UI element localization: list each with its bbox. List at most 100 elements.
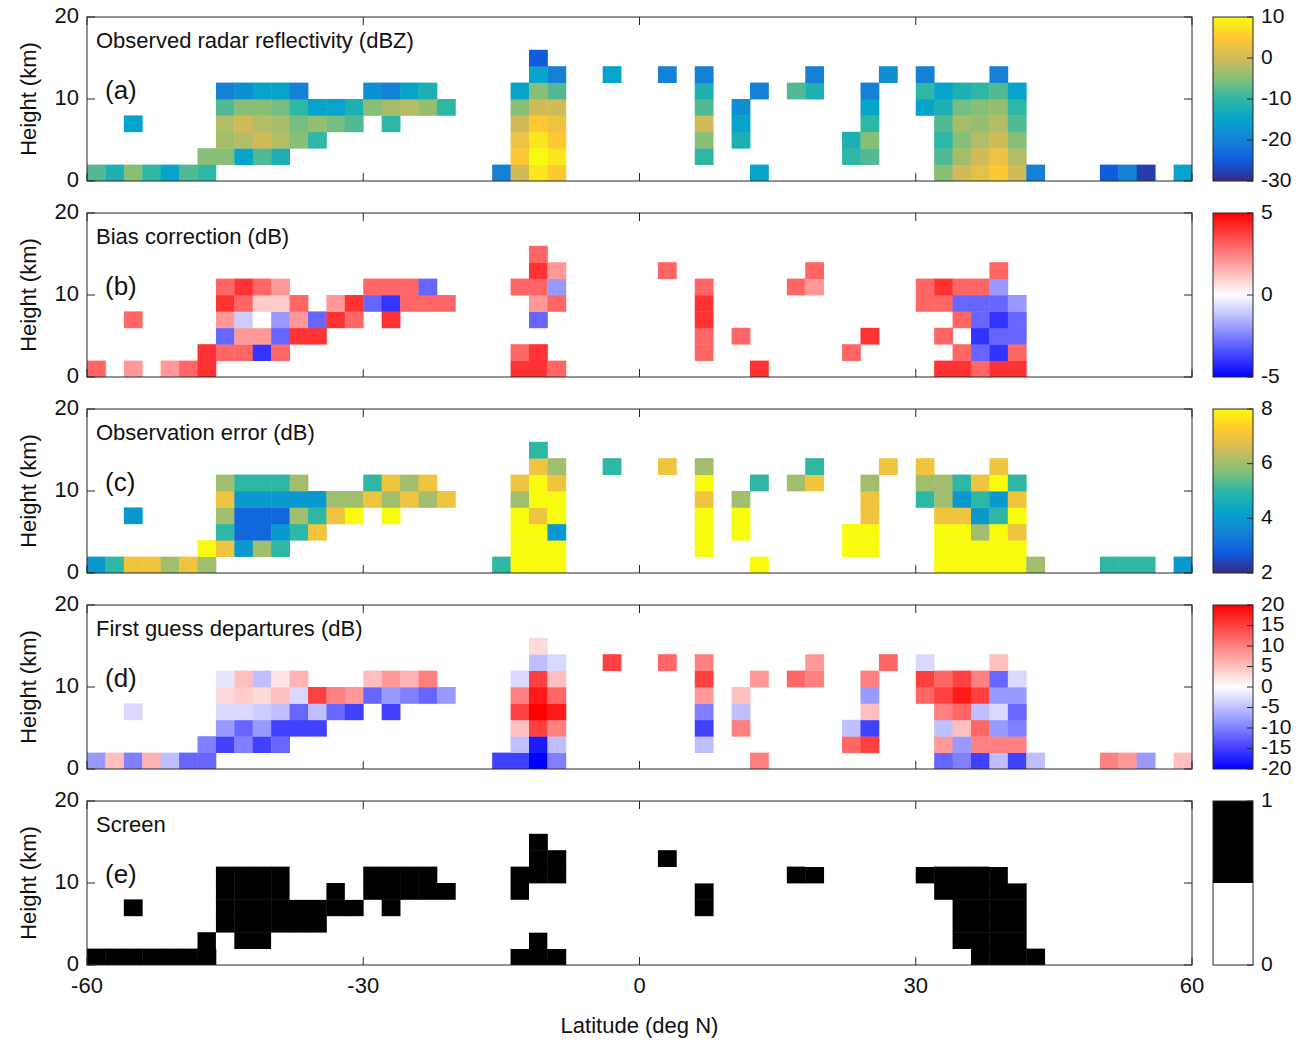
cell xyxy=(161,557,180,573)
panel-letter: (d) xyxy=(105,663,137,693)
colorbar-tick xyxy=(1247,573,1253,574)
cell xyxy=(529,540,548,557)
cell xyxy=(953,99,972,116)
cell xyxy=(547,524,566,541)
plot-background xyxy=(87,801,1192,965)
cell xyxy=(253,328,272,345)
cell xyxy=(971,99,990,116)
cell xyxy=(934,703,953,720)
cell xyxy=(363,671,382,688)
panel-title: Observed radar reflectivity (dBZ) xyxy=(96,28,414,53)
cell xyxy=(934,507,953,524)
y-axis-title: Height (km) xyxy=(16,630,41,744)
cell xyxy=(529,99,548,116)
cell xyxy=(345,295,364,312)
colorbar-frame xyxy=(1213,605,1253,769)
cell xyxy=(842,132,861,149)
cell xyxy=(529,279,548,296)
cell xyxy=(529,687,548,704)
y-tick-label: 0 xyxy=(67,559,79,584)
cell xyxy=(971,148,990,165)
cell xyxy=(290,720,309,737)
cell xyxy=(547,932,566,949)
cell xyxy=(382,83,401,100)
cell xyxy=(511,540,530,557)
cell xyxy=(934,115,953,132)
y-tick xyxy=(87,883,95,884)
cell xyxy=(419,867,438,884)
cell xyxy=(879,458,898,475)
cell xyxy=(953,736,972,753)
cell xyxy=(529,654,548,671)
cell xyxy=(1137,753,1156,769)
cell xyxy=(805,458,824,475)
cell xyxy=(547,703,566,720)
cell xyxy=(105,753,124,769)
cell xyxy=(547,165,566,181)
cell xyxy=(511,736,530,753)
colorbar-tick xyxy=(1247,58,1253,59)
x-tick xyxy=(639,409,640,417)
cell xyxy=(879,850,898,867)
cell xyxy=(1118,753,1137,769)
cell xyxy=(271,671,290,688)
cell xyxy=(971,540,990,557)
cell xyxy=(547,475,566,492)
cell xyxy=(1100,753,1119,769)
cell xyxy=(511,115,530,132)
cell xyxy=(529,148,548,165)
cell xyxy=(271,916,290,933)
cell xyxy=(971,932,990,949)
cell xyxy=(934,99,953,116)
cell xyxy=(971,720,990,737)
cell xyxy=(511,867,530,884)
cell xyxy=(934,83,953,100)
colorbar-tick xyxy=(1247,707,1253,708)
cell xyxy=(511,703,530,720)
cell xyxy=(658,458,677,475)
cell xyxy=(511,671,530,688)
cell xyxy=(750,671,769,688)
cell xyxy=(529,344,548,361)
cell xyxy=(142,165,161,181)
colorbar-frame xyxy=(1213,801,1253,965)
cell xyxy=(547,883,566,900)
cell xyxy=(290,687,309,704)
cell xyxy=(511,753,530,769)
cell xyxy=(971,949,990,965)
cell xyxy=(105,165,124,181)
plot-background xyxy=(87,17,1192,181)
cell xyxy=(732,899,751,916)
cell xyxy=(271,132,290,149)
y-tick-label: 20 xyxy=(55,199,79,224)
cell xyxy=(234,132,253,149)
cell xyxy=(989,850,1008,867)
cell xyxy=(529,557,548,573)
x-tick xyxy=(639,761,640,769)
cell xyxy=(290,899,309,916)
cell xyxy=(216,736,235,753)
cell xyxy=(253,311,272,328)
plot-background xyxy=(87,605,1192,769)
cell xyxy=(179,753,198,769)
cell xyxy=(345,899,364,916)
colorbar-tick xyxy=(1247,518,1253,519)
cell xyxy=(511,344,530,361)
cell xyxy=(382,703,401,720)
x-tick xyxy=(639,369,640,377)
x-tick xyxy=(363,565,364,573)
cell xyxy=(345,507,364,524)
cell xyxy=(934,949,953,965)
colorbar xyxy=(1213,213,1253,377)
cell xyxy=(971,507,990,524)
cell xyxy=(253,295,272,312)
cell xyxy=(308,507,327,524)
cell xyxy=(695,491,714,508)
cell xyxy=(658,654,677,671)
cell xyxy=(805,262,824,279)
cell xyxy=(971,295,990,312)
cell xyxy=(934,475,953,492)
cell xyxy=(695,344,714,361)
cell xyxy=(547,83,566,100)
cell xyxy=(511,507,530,524)
